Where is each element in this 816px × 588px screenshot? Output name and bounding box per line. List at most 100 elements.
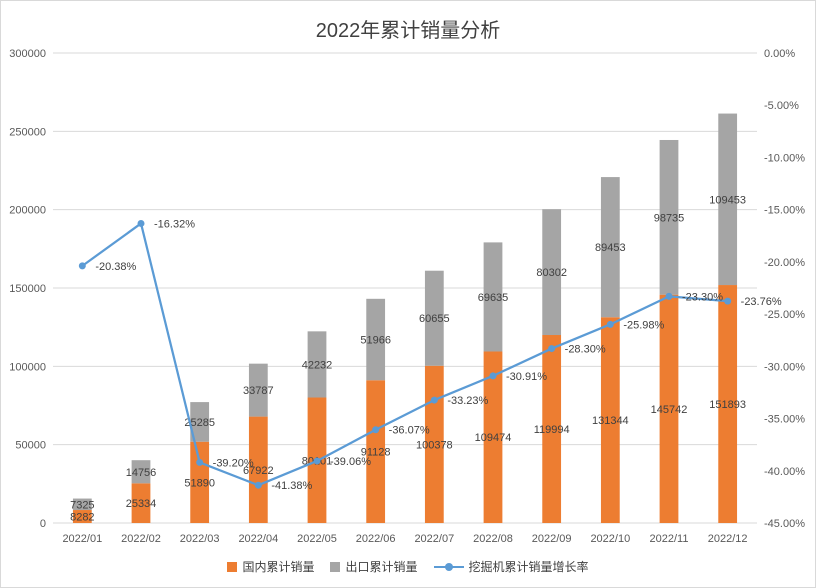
right-axis-tick-label: -30.00% <box>764 361 805 373</box>
bar-domestic <box>600 317 620 523</box>
left-axis-tick-label: 50000 <box>15 440 46 452</box>
bar-export <box>600 177 620 318</box>
bar-label-domestic: 145742 <box>651 404 688 416</box>
bar-label-export: 69635 <box>478 292 509 304</box>
growth-line <box>81 222 728 487</box>
x-axis-tick-label: 2022/12 <box>708 533 748 545</box>
bar-domestic <box>718 285 738 523</box>
growth-label: -25.98% <box>623 319 664 331</box>
bar-export <box>542 209 562 336</box>
x-axis-tick-label: 2022/08 <box>473 533 513 545</box>
growth-point <box>78 262 86 270</box>
growth-label: -30.91% <box>506 371 547 383</box>
bar-label-domestic: 25334 <box>126 498 157 510</box>
x-axis-tick-label: 2022/05 <box>297 533 337 545</box>
bar-domestic <box>131 483 151 523</box>
left-axis-tick-label: 150000 <box>9 283 46 295</box>
bar-label-export: 60655 <box>419 313 450 325</box>
legend-swatch-growth <box>433 562 464 572</box>
x-axis-tick-label: 2022/02 <box>121 533 161 545</box>
growth-point <box>372 426 380 434</box>
growth-label: -16.32% <box>154 218 195 230</box>
x-axis-tick-label: 2022/01 <box>62 533 102 545</box>
bar-label-export: 7325 <box>70 499 94 511</box>
bar-export <box>424 270 444 366</box>
right-axis-tick-label: -25.00% <box>764 309 805 321</box>
bar-domestic <box>659 294 679 523</box>
bar-label-domestic: 109474 <box>475 432 512 444</box>
growth-label: -28.30% <box>565 344 606 356</box>
legend-swatch-domestic <box>227 561 238 572</box>
bar-export <box>659 139 679 295</box>
x-axis-tick-label: 2022/06 <box>356 533 396 545</box>
growth-point <box>254 481 262 489</box>
bar-label-domestic: 91128 <box>361 447 391 459</box>
growth-point <box>548 345 556 353</box>
bar-domestic <box>542 335 562 523</box>
right-axis-tick-label: -20.00% <box>764 257 805 269</box>
legend-swatch-export <box>330 561 341 572</box>
bar-export <box>248 363 268 417</box>
bar-label-domestic: 67922 <box>243 465 274 477</box>
right-axis-tick-label: -15.00% <box>764 205 805 217</box>
bar-export <box>718 113 738 286</box>
growth-point <box>606 320 614 328</box>
bar-label-export: 14756 <box>126 467 157 479</box>
legend-item-domestic: 国内累计销量 <box>227 558 314 575</box>
growth-label: -41.38% <box>271 480 312 492</box>
bar-label-domestic: 119994 <box>534 424 570 436</box>
growth-label: -20.38% <box>95 261 136 273</box>
growth-point <box>665 292 673 300</box>
bar-export <box>190 402 210 442</box>
right-axis-tick-label: -5.00% <box>764 100 799 112</box>
bar-domestic <box>483 351 503 523</box>
bar-domestic <box>248 416 268 523</box>
growth-label: -39.06% <box>330 456 371 468</box>
bar-domestic <box>366 380 386 523</box>
bar-domestic <box>72 510 92 523</box>
bar-label-export: 51966 <box>360 335 391 347</box>
legend-item-export: 出口累计销量 <box>330 558 418 575</box>
growth-label: -23.30% <box>682 291 723 303</box>
right-axis-tick-label: -40.00% <box>764 466 805 478</box>
legend-label-growth: 挖掘机累计销量增长率 <box>468 560 589 574</box>
growth-point <box>313 457 321 465</box>
bar-export <box>72 498 92 511</box>
growth-label: -23.76% <box>741 296 782 308</box>
legend-label-export: 出口累计销量 <box>345 560 418 574</box>
growth-point <box>137 219 145 227</box>
growth-point <box>196 458 204 466</box>
bar-label-export: 42232 <box>302 359 333 371</box>
bar-export <box>131 460 151 484</box>
growth-point <box>724 297 732 305</box>
x-axis-tick-label: 2022/07 <box>414 533 454 545</box>
bar-label-domestic: 131344 <box>592 415 629 427</box>
growth-point <box>430 396 438 404</box>
bar-label-export: 80302 <box>536 267 567 279</box>
bar-label-domestic: 100378 <box>416 439 453 451</box>
bar-label-export: 89453 <box>595 242 626 254</box>
bar-label-export: 98735 <box>654 212 685 224</box>
bar-export <box>307 331 327 398</box>
growth-label: -39.20% <box>213 457 254 469</box>
right-axis-tick-label: -45.00% <box>764 518 805 530</box>
bar-label-domestic: 151893 <box>709 399 746 411</box>
left-axis-tick-label: 250000 <box>9 126 46 138</box>
growth-label: -36.07% <box>389 425 430 437</box>
bar-label-export: 25285 <box>184 417 215 429</box>
growth-point <box>489 372 497 380</box>
right-axis-tick-label: -35.00% <box>764 414 805 426</box>
legend-item-growth: 挖掘机累计销量增长率 <box>433 558 589 575</box>
chart-legend: 国内累计销量 出口累计销量 挖掘机累计销量增长率 <box>0 558 816 575</box>
left-axis-tick-label: 100000 <box>9 361 46 373</box>
left-axis-tick-label: 300000 <box>9 48 46 60</box>
right-axis-tick-label: -10.00% <box>764 152 805 164</box>
bar-domestic <box>424 365 444 523</box>
bar-export <box>483 242 503 352</box>
chart-title: 2022年累计销量分析 <box>315 20 501 42</box>
x-axis-tick-label: 2022/04 <box>238 533 278 545</box>
bar-export <box>366 298 386 381</box>
right-axis-tick-label: 0.00% <box>764 48 795 60</box>
bar-label-export: 33787 <box>243 385 274 397</box>
